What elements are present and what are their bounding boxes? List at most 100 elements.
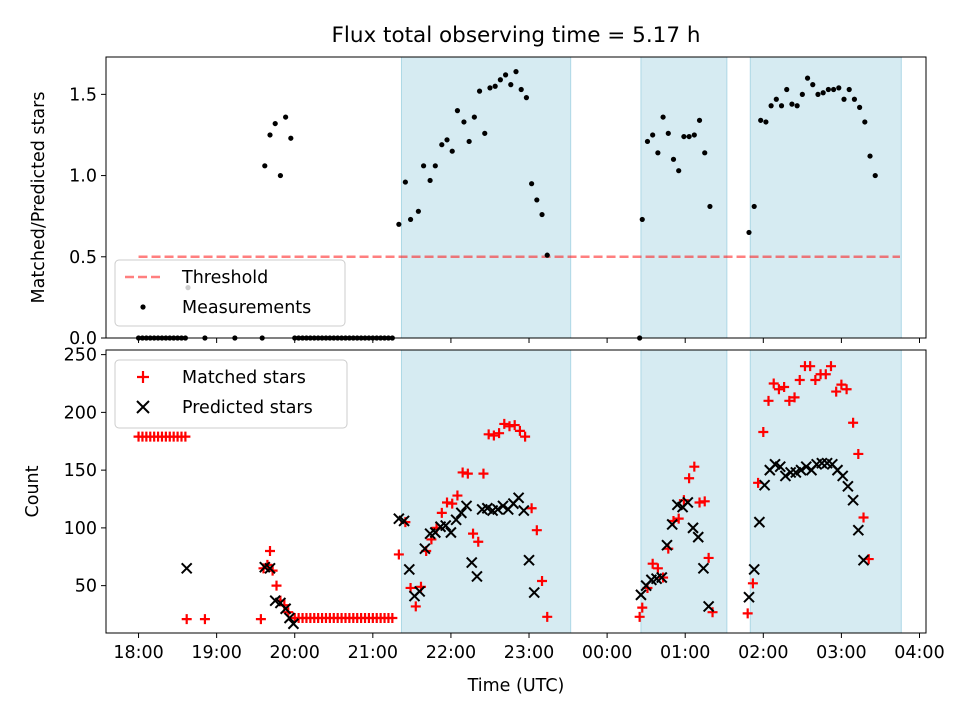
measurement-point [482, 130, 488, 136]
measurement-point [492, 83, 498, 89]
measurement-point [518, 86, 524, 93]
legend-measurement-swatch [140, 304, 146, 310]
x-tick-label: 23:00 [504, 643, 554, 663]
measurement-point [415, 208, 421, 214]
measurement-point [768, 103, 774, 109]
measurement-point [707, 203, 713, 210]
matched-stars-point [637, 602, 648, 613]
matched-stars-point [742, 608, 753, 619]
predicted-stars-point [795, 464, 807, 476]
y-tick-label: 250 [64, 346, 97, 366]
matched-stars-point [478, 468, 489, 479]
predicted-stars-point [413, 585, 426, 598]
measurement-point [751, 203, 757, 210]
measurement-point [691, 132, 697, 138]
predicted-stars-point [398, 515, 410, 527]
matched-stars-point [652, 563, 663, 574]
x-tick-label: 18:00 [113, 643, 163, 663]
matched-stars-point [673, 513, 684, 524]
matched-stars-point [494, 428, 505, 439]
matched-stars-point [784, 395, 795, 406]
observing-window-band [400, 349, 572, 634]
matched-stars-point [647, 558, 658, 569]
legend-box [114, 259, 346, 327]
predicted-stars-point [666, 518, 678, 531]
matched-stars-point [447, 498, 458, 509]
measurement-point [804, 75, 811, 81]
matched-stars-point [810, 375, 821, 386]
measurement-point [267, 132, 273, 138]
predicted-stars-point [687, 522, 699, 534]
predicted-stars-point [264, 562, 276, 575]
matched-stars-point [387, 612, 398, 623]
matched-stars-point [699, 496, 710, 507]
measurement-point [830, 86, 837, 93]
axes-frame [105, 349, 927, 634]
matched-stars-point [707, 607, 718, 618]
measurement-point [534, 197, 540, 203]
predicted-stars-point [450, 514, 462, 526]
measurement-point [454, 108, 461, 114]
predicted-stars-point [279, 603, 292, 615]
measurement-point [396, 221, 402, 227]
matched-stars-point [457, 467, 468, 478]
matched-stars-point [542, 611, 553, 622]
legend-label: Predicted stars [182, 398, 313, 418]
measurement-point [773, 96, 779, 102]
measurement-point [449, 148, 455, 154]
x-axis-label: Time (UTC) [467, 676, 565, 696]
legend-label: Measurements [182, 298, 311, 318]
matched-stars-point [634, 611, 645, 622]
matched-stars-point [499, 418, 510, 429]
matched-stars-point [820, 369, 831, 380]
predicted-stars-point [283, 612, 296, 624]
measurement-point [686, 133, 692, 140]
matched-stars-point [794, 375, 805, 386]
matched-stars-point [789, 392, 800, 403]
predicted-stars-point [697, 562, 710, 575]
measurement-point [439, 142, 445, 148]
y-tick-label: 0.5 [69, 248, 97, 268]
y-tick-label: 200 [64, 403, 97, 423]
measurement-point [681, 133, 687, 140]
matched-stars-point [779, 381, 790, 392]
measurement-point [283, 114, 289, 120]
matched-stars-point [265, 545, 275, 556]
measurement-point [523, 95, 530, 101]
y-tick-label: 100 [64, 519, 97, 539]
measurement-point [644, 138, 651, 145]
y-tick-label: 150 [64, 461, 97, 481]
measurement-point [820, 90, 826, 96]
measurement-point [851, 96, 858, 102]
matched-stars-point [442, 497, 453, 508]
x-tick-label: 02:00 [738, 643, 788, 663]
matched-stars-point [488, 430, 499, 441]
matched-stars-point [255, 614, 266, 625]
x-tick-label: 00:00 [582, 643, 632, 663]
measurement-point [846, 86, 852, 93]
predicted-stars-point [523, 554, 535, 566]
measurement-point [529, 181, 535, 187]
predicted-stars-point [857, 554, 870, 566]
measurement-point [696, 117, 703, 123]
measurement-point [784, 86, 790, 93]
matched-stars-point [841, 384, 852, 395]
measurement-point [799, 91, 805, 97]
predicted-stars-point [836, 470, 849, 482]
measurement-point [487, 85, 493, 91]
measurement-point [778, 103, 785, 109]
x-tick-label: 20:00 [270, 643, 320, 663]
matched-stars-point [473, 536, 484, 547]
predicted-stars-point [758, 479, 771, 491]
measurement-point [502, 72, 509, 78]
predicted-stars-point [512, 492, 525, 504]
predicted-stars-point [528, 586, 540, 599]
measurement-point [794, 103, 800, 109]
measurement-point [841, 96, 847, 102]
matched-stars-point [180, 431, 191, 442]
matched-stars-point [504, 421, 515, 432]
measurement-point [466, 138, 472, 145]
measurement-point [825, 86, 831, 93]
x-tick-label: 21:00 [348, 643, 398, 663]
predicted-stars-point [743, 591, 755, 603]
